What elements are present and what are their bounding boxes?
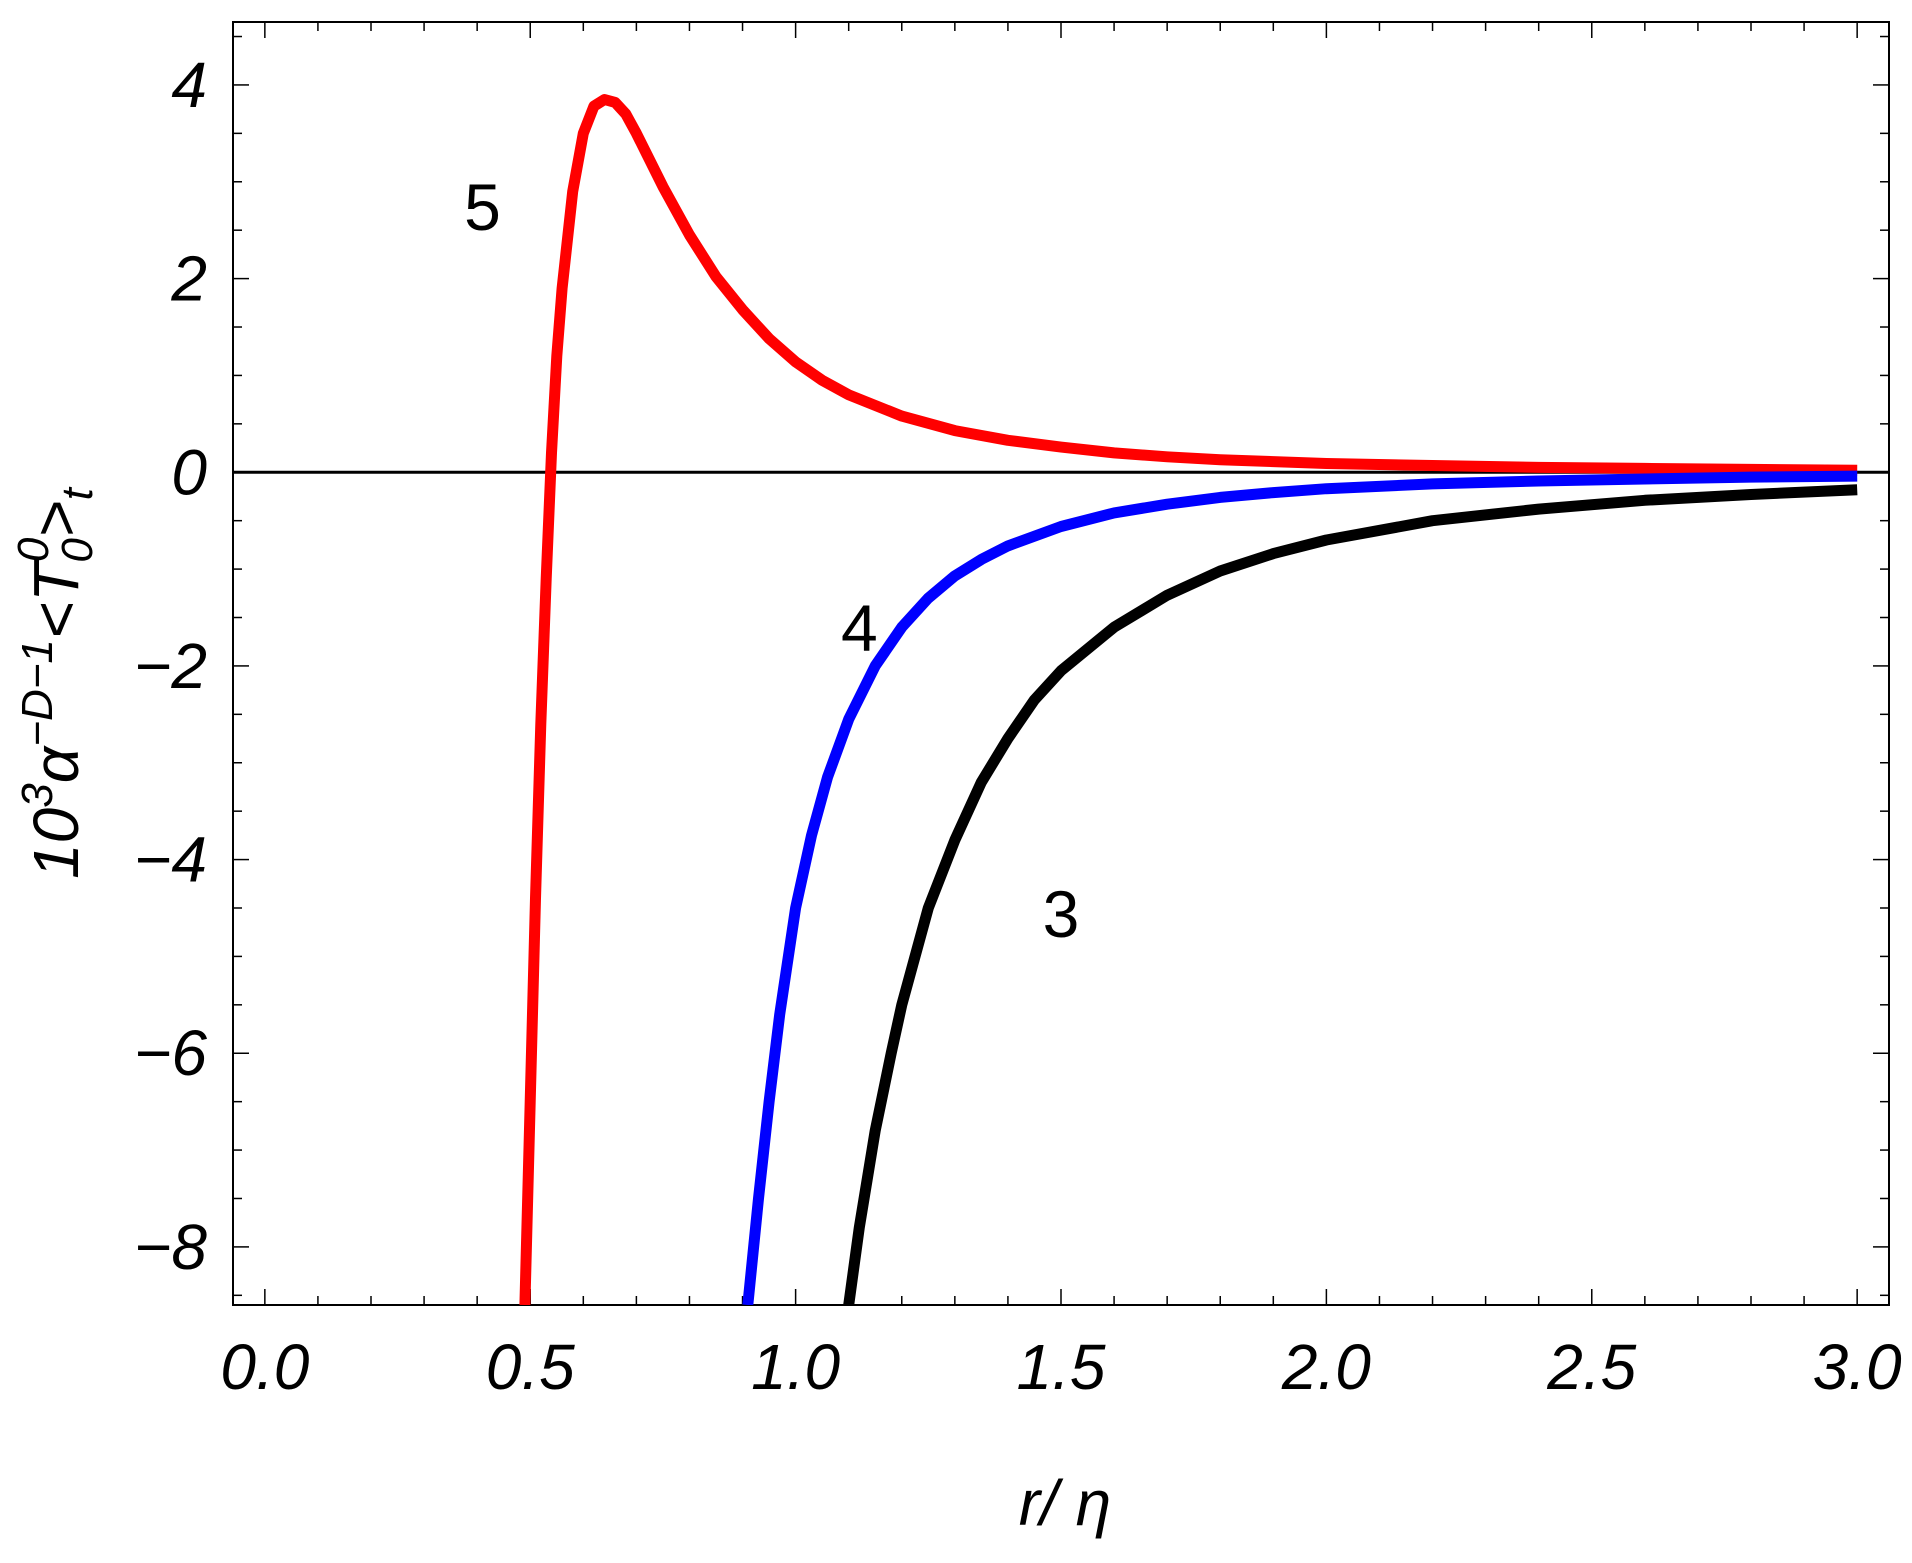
y-tick-label: 4 xyxy=(171,49,207,121)
y-tick-label: −4 xyxy=(134,824,207,896)
ylabel-sub0: 0 xyxy=(53,538,102,563)
x-tick-label: 2.5 xyxy=(1546,1331,1636,1403)
y-tick-label: −6 xyxy=(134,1017,207,1089)
ylabel-open: <T xyxy=(20,559,92,639)
curve-label-3: 3 xyxy=(1043,877,1080,951)
x-tick-label: 0.5 xyxy=(486,1331,575,1403)
ylabel-sup0: 0 xyxy=(9,537,58,562)
y-tick-label: 0 xyxy=(171,436,207,508)
curve-label-4: 4 xyxy=(841,591,878,665)
y-tick-label: −2 xyxy=(134,630,207,702)
x-tick-label: 1.5 xyxy=(1017,1331,1106,1403)
y-tick-label: 2 xyxy=(170,243,207,315)
y-axis-title: 103α−D−1<T00>t xyxy=(9,486,102,879)
y-tick-label: −8 xyxy=(134,1211,207,1283)
series-4-line xyxy=(742,470,1858,1305)
ylabel-alpha: α xyxy=(20,745,92,783)
series-3-line xyxy=(843,484,1858,1305)
ylabel-alpha-exp: −D−1 xyxy=(13,639,62,747)
x-tick-label: 2.0 xyxy=(1281,1331,1371,1403)
x-tick-label: 3.0 xyxy=(1813,1331,1902,1403)
x-axis-title: r/ η xyxy=(1019,1467,1111,1539)
x-tick-label: 1.0 xyxy=(751,1331,840,1403)
x-tick-label: 0.0 xyxy=(220,1331,309,1403)
ylabel-coef: 10 xyxy=(20,807,92,879)
curve-label-5: 5 xyxy=(464,170,501,244)
series-5-line xyxy=(519,94,1858,1305)
ylabel-close: > xyxy=(20,500,92,537)
ylabel-coef-exp: 3 xyxy=(13,783,62,808)
ylabel-subt: t xyxy=(53,486,102,500)
